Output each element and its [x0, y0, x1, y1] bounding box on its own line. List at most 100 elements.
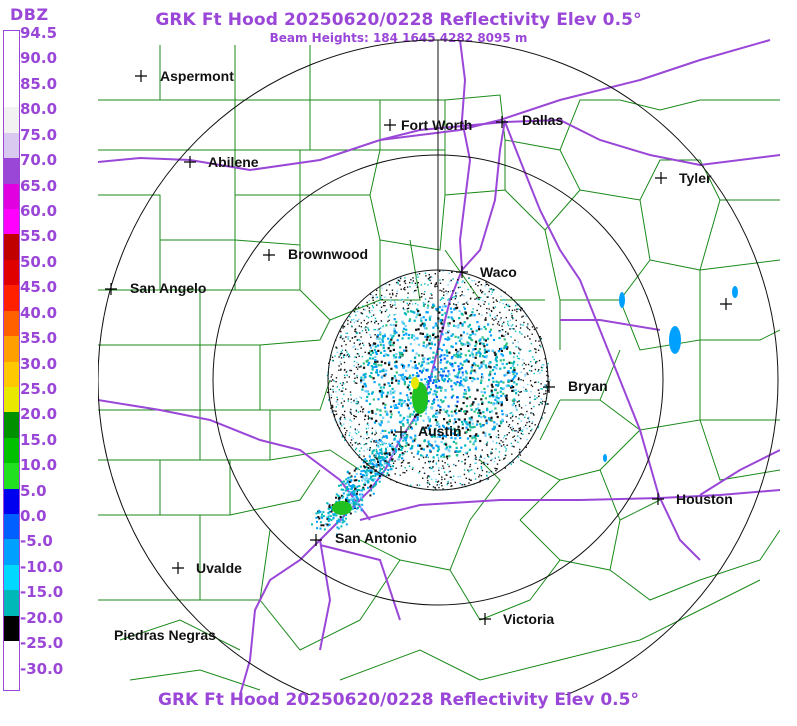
city-houston: Houston: [652, 491, 733, 507]
echo-pixel: [457, 324, 460, 327]
echo-cell: [619, 292, 625, 308]
echo-pixel: [424, 426, 428, 429]
echo-pixel: [383, 462, 386, 465]
echo-pixel: [367, 427, 370, 429]
echo-pixel: [402, 378, 405, 381]
echo-pixel: [492, 323, 494, 326]
echo-pixel: [405, 442, 408, 445]
echo-pixel: [443, 467, 445, 469]
echo-pixel: [541, 388, 543, 390]
echo-pixel: [427, 486, 429, 488]
echo-pixel: [399, 346, 402, 349]
echo-pixel: [373, 328, 375, 331]
echo-pixel: [449, 470, 451, 473]
echo-pixel: [382, 368, 385, 371]
echo-pixel: [381, 468, 383, 470]
echo-pixel: [461, 427, 464, 430]
echo-pixel: [402, 327, 406, 330]
echo-pixel: [480, 462, 483, 465]
echo-pixel: [371, 305, 374, 307]
echo-pixel: [367, 467, 370, 469]
echo-pixel: [393, 433, 396, 436]
echo-pixel: [349, 391, 352, 393]
echo-pixel: [504, 457, 506, 459]
echo-pixel: [435, 282, 437, 284]
echo-pixel: [467, 349, 470, 352]
echo-pixel: [446, 293, 448, 295]
echo-pixel: [475, 283, 477, 285]
echo-pixel: [454, 481, 456, 484]
echo-pixel: [457, 286, 460, 289]
echo-pixel: [485, 419, 488, 422]
echo-pixel: [418, 362, 421, 365]
echo-pixel: [368, 417, 370, 419]
echo-pixel: [340, 357, 343, 359]
echo-pixel: [519, 427, 522, 429]
legend-label: 75.0: [20, 125, 58, 144]
echo-pixel: [466, 437, 470, 440]
echo-pixel: [370, 349, 373, 353]
echo-pixel: [537, 426, 539, 429]
echo-pixel: [429, 388, 432, 391]
echo-pixel: [437, 379, 441, 382]
echo-pixel: [451, 365, 454, 368]
echo-pixel: [473, 377, 476, 381]
echo-pixel: [362, 366, 366, 369]
echo-pixel: [413, 356, 417, 360]
legend-band: [4, 666, 19, 690]
echo-pixel: [362, 308, 365, 311]
echo-pixel: [446, 351, 449, 354]
echo-pixel: [393, 390, 396, 393]
echo-pixel: [464, 343, 467, 346]
echo-pixel: [378, 480, 381, 483]
echo-pixel: [402, 366, 405, 369]
echo-pixel: [377, 442, 380, 445]
echo-pixel: [402, 333, 405, 336]
echo-pixel: [328, 506, 331, 508]
echo-pixel: [341, 349, 344, 352]
echo-pixel: [322, 515, 325, 518]
echo-pixel: [384, 403, 387, 406]
echo-pixel: [358, 344, 361, 346]
echo-pixel: [327, 518, 330, 521]
echo-pixel: [372, 366, 375, 369]
echo-pixel: [457, 282, 459, 284]
echo-pixel: [366, 423, 368, 425]
echo-pixel: [355, 433, 358, 435]
echo-pixel: [492, 403, 495, 406]
echo-pixel: [432, 415, 435, 418]
echo-pixel: [469, 440, 472, 443]
echo-pixel: [433, 366, 436, 369]
echo-pixel: [424, 283, 426, 285]
echo-pixel: [494, 467, 496, 470]
echo-pixel: [372, 467, 375, 470]
echo-pixel: [473, 314, 476, 317]
echo-pixel: [354, 311, 356, 313]
city-austin: Austin: [395, 423, 462, 439]
echo-pixel: [354, 428, 356, 430]
echo-pixel: [355, 314, 357, 317]
echo-pixel: [328, 510, 331, 513]
echo-pixel: [503, 347, 506, 350]
echo-pixel: [344, 349, 347, 351]
echo-pixel: [423, 431, 426, 434]
echo-pixel: [483, 338, 486, 341]
echo-pixel: [365, 428, 368, 430]
echo-pixel: [395, 320, 398, 324]
echo-pixel: [383, 374, 386, 377]
echo-pixel: [480, 467, 483, 469]
reflectivity-echoes: [311, 270, 738, 536]
echo-pixel: [427, 460, 430, 463]
echo-pixel: [405, 346, 408, 349]
echo-pixel: [367, 418, 370, 420]
echo-pixel: [346, 370, 349, 372]
echo-pixel: [354, 377, 356, 379]
echo-pixel: [468, 388, 471, 391]
echo-pixel: [379, 451, 382, 454]
radar-title: GRK Ft Hood 20250620/0228 Reflectivity E…: [155, 10, 642, 30]
echo-pixel: [408, 319, 411, 322]
echo-pixel: [428, 418, 431, 421]
echo-pixel: [367, 393, 370, 396]
echo-pixel: [324, 522, 327, 525]
echo-pixel: [369, 346, 373, 349]
